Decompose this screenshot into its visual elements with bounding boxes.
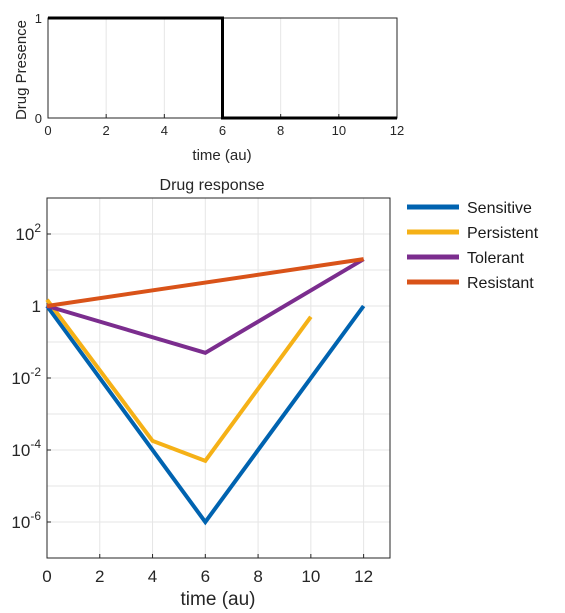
bottom-x-tick-label: 6 — [201, 567, 210, 586]
bottom-series — [45, 257, 366, 526]
bottom-y-tick-label: 1 — [32, 297, 41, 316]
legend-label-tolerant: Tolerant — [467, 250, 524, 267]
drug-response-chart: Drug response 0 2 4 6 8 10 12102110-210-410-6 … — [11, 177, 391, 610]
bottom-x-tick-label: 10 — [301, 567, 320, 586]
legend-label-sensitive: Sensitive — [467, 200, 532, 217]
top-x-tick-label: 6 — [219, 123, 226, 138]
bottom-x-tick-label: 12 — [354, 567, 373, 586]
bottom-x-tick-label: 8 — [253, 567, 262, 586]
bottom-y-tick-label: 10-4 — [11, 437, 41, 460]
series-line-persistent — [45, 298, 313, 464]
top-y-tick-label: 1 — [35, 11, 42, 26]
series-line-tolerant — [46, 257, 365, 356]
bottom-x-axis-label: time (au) — [181, 589, 256, 610]
top-x-tick-label: 12 — [390, 123, 404, 138]
drug-presence-line — [48, 16, 397, 120]
top-x-tick-label: 4 — [161, 123, 168, 138]
bottom-y-tick-label: 10-2 — [11, 365, 41, 388]
bottom-x-tick-label: 4 — [148, 567, 157, 586]
bottom-chart-title: Drug response — [160, 177, 265, 194]
series-line-resistant — [46, 257, 364, 308]
bottom-y-tick-label: 10-6 — [11, 509, 41, 532]
bottom-ticks: 0 2 4 6 8 10 12 102 1 10-2 10-4 10-6 — [11, 221, 373, 586]
top-ticks: 0 2 4 6 8 10 12 0 1 — [35, 11, 404, 138]
top-y-tick-label: 0 — [35, 111, 42, 126]
legend: Sensitive Persistent Tolerant Resistant — [407, 200, 539, 292]
top-x-tick-label: 8 — [277, 123, 284, 138]
drug-presence-chart: 0 2 4 6 8 10 12 0 1 time (au) Drug Presence — [13, 11, 404, 164]
bottom-y-tick-label: 102 — [15, 221, 41, 244]
top-x-tick-label: 2 — [103, 123, 110, 138]
legend-label-resistant: Resistant — [467, 275, 534, 292]
bottom-x-tick-label: 0 — [42, 567, 51, 586]
top-series — [48, 16, 397, 120]
series-line-sensitive — [45, 304, 366, 526]
legend-label-persistent: Persistent — [467, 225, 539, 242]
top-x-axis-label: time (au) — [192, 147, 251, 164]
bottom-x-tick-label: 2 — [95, 567, 104, 586]
top-x-tick-label: 0 — [44, 123, 51, 138]
top-x-tick-label: 10 — [332, 123, 346, 138]
top-y-axis-label: Drug Presence — [13, 20, 30, 120]
